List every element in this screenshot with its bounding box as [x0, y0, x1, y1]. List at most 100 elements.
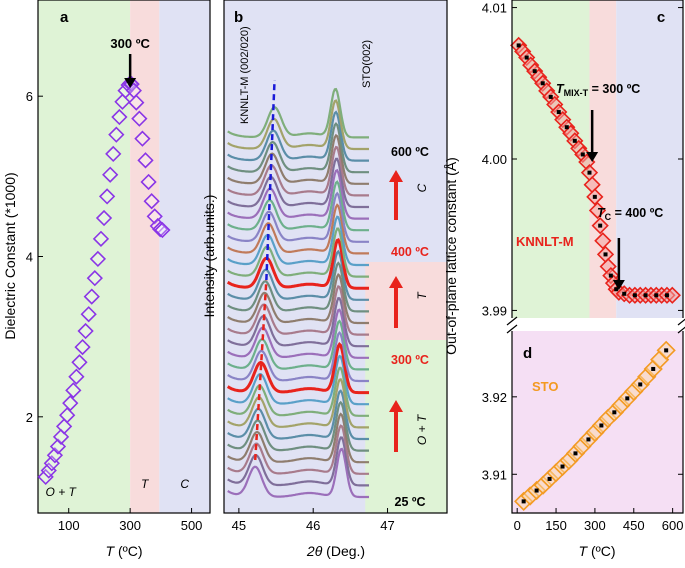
axis-break-line: [506, 324, 518, 334]
d-xtick-label: 450: [623, 518, 645, 533]
a-point: [92, 230, 110, 247]
c-annotation-mix-value: = 300 ºC: [588, 82, 640, 96]
a-point: [86, 270, 103, 287]
c-fit-dot: [614, 287, 619, 292]
a-point: [105, 145, 122, 163]
panel-d: 0 150 300 450 600 3.91 3.92 d STO Out-of-plane…: [443, 157, 685, 559]
c-arrow-mix-head: [586, 152, 599, 162]
panel-c: 3.994.004.01 c TMIX-T = 300 ºC TC = 400 …: [482, 0, 684, 318]
axis-break-line: [677, 326, 685, 334]
b-temp-label-25: 25 ºC: [395, 495, 426, 509]
a-point: [55, 418, 73, 435]
c-fit-dot: [603, 252, 608, 257]
b-xtick-label: 47: [380, 518, 394, 533]
a-point: [128, 94, 145, 111]
b-curve: [227, 400, 369, 452]
c-marks: [510, 36, 681, 304]
c-zone-2: [616, 0, 683, 318]
cd-y-axis-label: Out-of-plane lattice constant (Å): [443, 157, 459, 355]
a-xtick-label: 300: [119, 518, 141, 533]
b-phase-label-c: C: [415, 183, 429, 192]
c-annotation-tc-var: T: [597, 206, 606, 220]
a-point: [80, 306, 97, 323]
a-point: [137, 152, 154, 169]
panel-b: 45 46 47 b KNNLT-M (002/020) STO(002) 600 …: [201, 0, 448, 559]
a-ticks: 100 300 500 2 4 6: [26, 89, 203, 533]
c-annotation-arrows: [586, 110, 625, 290]
b-ticks: 45 46 47: [232, 508, 395, 533]
a-point: [49, 438, 67, 455]
a-panel-label: a: [60, 9, 69, 26]
a-phase-zones: [38, 0, 210, 513]
a-point: [62, 395, 79, 412]
c-fit-dot: [654, 293, 659, 298]
a-zone-0: [38, 0, 131, 513]
a-arrow-head: [124, 78, 137, 88]
d-xtick-label: 0: [514, 518, 521, 533]
c-annotation-mix: TMIX-T = 300 ºC: [556, 82, 640, 98]
b-panel-label: b: [234, 9, 243, 26]
c-top-right-axes: [512, 0, 684, 318]
b-curves: [226, 87, 369, 499]
a-point: [98, 188, 116, 205]
c-fit-dot: [664, 293, 669, 298]
a-ytick-label: 6: [26, 89, 33, 104]
b-curve: [227, 203, 369, 255]
c-point: [663, 286, 681, 304]
b-phase-label-ot: O + T: [415, 413, 429, 445]
c-fit-dot: [532, 69, 537, 74]
b-arrow-ot-head: [389, 400, 403, 412]
a-zone-1: [130, 0, 160, 513]
b-phase-label-t: T: [415, 291, 429, 300]
axis-break-marks: [506, 316, 685, 334]
a-point: [71, 354, 88, 371]
axis-break-line: [677, 318, 685, 326]
d-ytick-label: 3.91: [482, 467, 507, 482]
d-fit-dot: [534, 488, 539, 493]
c-fit-dot: [540, 81, 545, 86]
b-curve: [227, 273, 369, 325]
c-ytick-label: 3.99: [482, 303, 507, 318]
b-curve: [227, 377, 369, 429]
b-curve: [227, 261, 369, 313]
a-annotation: 300 ºC: [110, 36, 150, 51]
a-y-axis-label: Dielectric Constant (*1000): [2, 172, 18, 339]
a-ytick-label: 2: [26, 410, 33, 425]
d-ytick-label: 3.92: [482, 390, 507, 405]
b-curve: [227, 366, 369, 417]
c-fit-dot: [598, 223, 603, 228]
a-ytick-label: 4: [26, 250, 33, 265]
c-fit-dot: [580, 152, 585, 157]
c-fit-dot: [524, 55, 529, 60]
a-point: [111, 108, 128, 126]
c-panel-label: c: [657, 9, 665, 26]
d-fit-dot: [638, 382, 643, 387]
b-curve: [227, 308, 369, 359]
b-xtick-label: 46: [306, 518, 320, 533]
c-fit-dot: [564, 125, 569, 130]
d-fit-dot: [586, 437, 591, 442]
b-curve: [227, 319, 369, 371]
b-curve: [227, 436, 369, 487]
b-peak1-label: KNNLT-M (002/020): [239, 26, 251, 124]
b-guide-red: [253, 279, 268, 461]
c-series-label: KNNLT-M: [516, 234, 574, 249]
d-xtick-label: 600: [662, 518, 684, 533]
d-series-label: STO: [532, 379, 559, 394]
c-annotation-mix-var: T: [556, 82, 565, 96]
a-point: [83, 288, 100, 305]
a-xtick-label: 500: [181, 518, 203, 533]
c-point: [594, 232, 612, 250]
b-temp-label-400: 400 ºC: [391, 245, 429, 259]
d-xtick-label: 300: [584, 518, 606, 533]
b-curve: [227, 180, 369, 232]
b-xtick-label: 45: [232, 518, 246, 533]
a-point: [65, 382, 82, 399]
c-arrow-tc-head: [612, 280, 625, 290]
a-xtick-label: 100: [58, 518, 80, 533]
axis-break-line: [506, 316, 518, 326]
a-point: [140, 173, 157, 191]
b-arrow-t-head: [389, 276, 403, 288]
c-annotation-mix-sub: MIX-T: [564, 88, 589, 98]
